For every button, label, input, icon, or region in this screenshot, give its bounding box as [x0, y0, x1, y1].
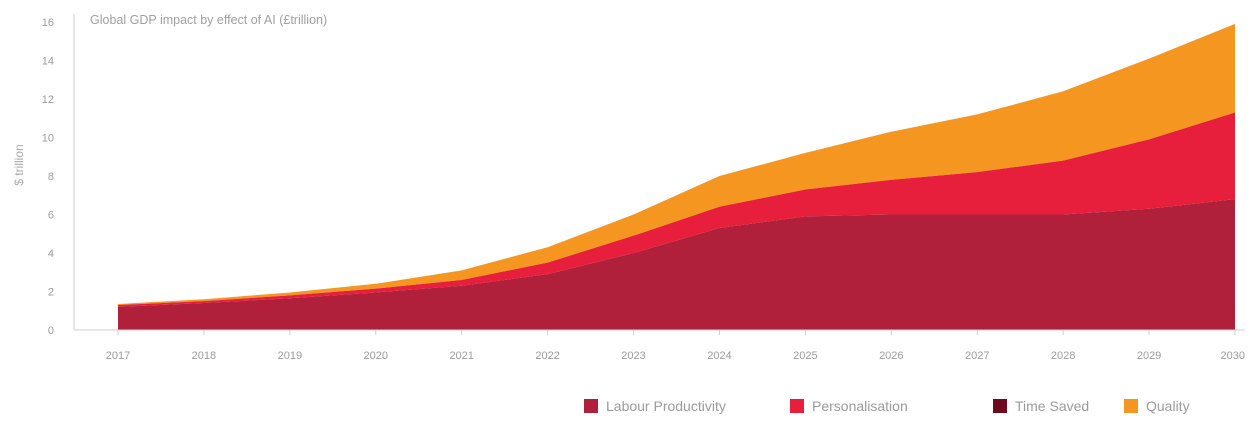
y-tick-label: 14 [42, 56, 54, 68]
legend-swatch [790, 399, 804, 413]
x-tick-label: 2020 [364, 350, 388, 362]
areas-layer [118, 23, 1235, 330]
x-tick-label: 2017 [106, 350, 130, 362]
chart-title: Global GDP impact by effect of AI (£tril… [90, 13, 327, 27]
legend-label: Quality [1146, 398, 1190, 414]
x-tick-label: 2028 [1051, 350, 1075, 362]
legend-swatch [1124, 399, 1138, 413]
legend-label: Labour Productivity [606, 398, 726, 414]
area-labour-productivity [118, 199, 1235, 330]
x-tick-label: 2024 [707, 350, 731, 362]
x-tick-label: 2023 [621, 350, 645, 362]
legend-swatch [584, 399, 598, 413]
y-tick-label: 10 [42, 133, 54, 145]
x-tick-label: 2019 [278, 350, 302, 362]
y-tick-label: 6 [48, 210, 54, 222]
y-tick-label: 16 [42, 17, 54, 29]
x-tick-label: 2030 [1221, 350, 1245, 362]
x-tick-label: 2018 [192, 350, 216, 362]
axes-layer [73, 14, 1245, 331]
x-tick-label: 2029 [1137, 350, 1161, 362]
legend-label: Time Saved [1015, 398, 1089, 414]
x-tick-label: 2026 [879, 350, 903, 362]
y-tick-label: 2 [48, 287, 54, 299]
y-tick-label: 0 [48, 325, 54, 337]
legend-item-labour-productivity: Labour Productivity [584, 398, 726, 414]
legend-label: Personalisation [812, 398, 908, 414]
legend-item-personalisation: Personalisation [790, 398, 908, 414]
y-axis-title: $ trillion [12, 144, 26, 185]
x-tick-label: 2025 [793, 350, 817, 362]
y-tick-labels: 0 2 4 6 8 10 12 14 16 [42, 17, 54, 337]
legend-swatch [993, 399, 1007, 413]
x-tick-label: 2027 [965, 350, 989, 362]
legend-item-quality: Quality [1124, 398, 1190, 414]
legend: Labour Productivity Personalisation Time S… [584, 398, 1190, 414]
area-quality [118, 23, 1235, 305]
y-tick-label: 4 [48, 248, 54, 260]
y-tick-label: 8 [48, 171, 54, 183]
x-tick-labels: 2017 2018 2019 2020 2021 2022 2023 2024 2025 2026… [106, 330, 1245, 362]
x-tick-label: 2021 [449, 350, 473, 362]
area-personalisation [118, 112, 1235, 307]
y-tick-label: 12 [42, 94, 54, 106]
x-tick-label: 2022 [535, 350, 559, 362]
legend-item-time-saved: Time Saved [993, 398, 1089, 414]
